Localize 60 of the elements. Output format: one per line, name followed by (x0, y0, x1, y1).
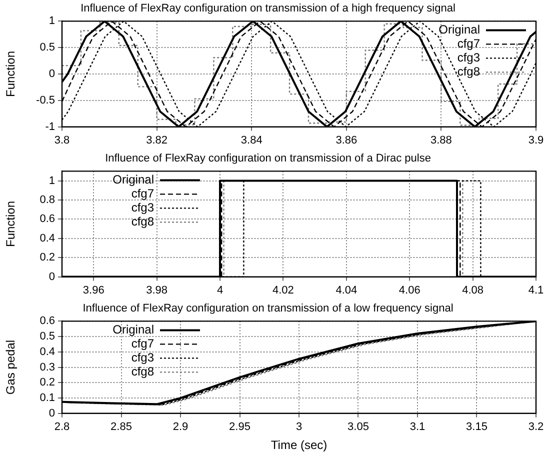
y-axis-title: Function (4, 200, 18, 248)
y-tick-label: 0.5 (40, 42, 55, 54)
x-tick-label: 3.82 (146, 134, 168, 146)
legend-label: cfg7 (131, 186, 154, 201)
legend-label: cfg3 (131, 200, 154, 215)
x-tick-label: 3.86 (336, 134, 358, 146)
y-tick-label: -0.5 (36, 94, 55, 106)
x-tick-label: 3.96 (82, 284, 104, 296)
x-tick-label: 2.85 (110, 421, 132, 434)
chart-title: Influence of FlexRay configuration on transmission of a Dirac pulse (105, 152, 431, 165)
legend-label: Original (112, 172, 154, 187)
x-tick-label: 3.1 (410, 421, 426, 434)
x-tick-label: 3.2 (528, 421, 544, 434)
x-tick-label: 4.06 (398, 284, 420, 296)
legend-label: cfg3 (457, 50, 480, 65)
y-tick-label: 0.6 (40, 315, 55, 328)
x-tick-label: 3.88 (430, 134, 452, 146)
x-tick-label: 4 (216, 284, 224, 296)
x-tick-label: 4.02 (272, 284, 294, 296)
y-tick-label: -1 (45, 120, 55, 133)
x-tick-label: 3.84 (240, 134, 262, 146)
y-tick-label: 0.8 (40, 194, 55, 206)
y-tick-label: 0.2 (40, 376, 55, 389)
y-tick-label: 0 (48, 68, 55, 80)
y-tick-label: 1 (48, 174, 55, 187)
x-tick-label: 3.15 (466, 421, 488, 434)
y-tick-label: 0.3 (40, 361, 55, 374)
x-tick-label: 4.04 (336, 284, 358, 296)
x-tick-label: 3.98 (146, 284, 168, 296)
y-tick-label: 0.4 (40, 232, 55, 244)
legend-label: cfg8 (457, 64, 480, 79)
legend-label: cfg8 (131, 364, 154, 379)
x-tick-label: 3 (296, 421, 302, 434)
legend-label: cfg8 (131, 214, 154, 229)
legend-label: cfg7 (457, 36, 480, 51)
y-axis-title: Function (4, 50, 18, 98)
legend-label: cfg3 (131, 350, 154, 365)
y-tick-label: 0 (48, 270, 55, 283)
x-tick-label: 3.9 (528, 134, 544, 146)
legend-label: Original (438, 22, 480, 37)
x-tick-label: 2.9 (172, 421, 188, 434)
x-tick-label: 2.8 (54, 421, 70, 434)
y-tick-label: 0.5 (40, 330, 55, 343)
legend-label: Original (112, 322, 154, 337)
y-tick-label: 0.2 (40, 252, 55, 264)
y-axis-title: Gas pedal (4, 340, 18, 395)
y-tick-label: 0.1 (40, 392, 55, 404)
chart-title: Influence of FlexRay configuration on transmission of a low frequency signal (82, 302, 454, 315)
chart-title: Influence of FlexRay configuration on transmission of a high frequency signal (80, 2, 456, 15)
x-axis-title: Time (sec) (270, 438, 328, 452)
x-tick-label: 2.95 (229, 421, 250, 434)
legend-label: cfg7 (131, 336, 154, 351)
y-tick-label: 1 (48, 15, 55, 28)
x-tick-label: 3.8 (54, 134, 70, 146)
y-tick-label: 0.6 (40, 213, 55, 226)
x-tick-label: 4.1 (528, 284, 544, 296)
y-tick-label: 0.4 (40, 346, 55, 358)
y-tick-label: 0 (48, 407, 55, 420)
x-tick-label: 3.05 (348, 421, 369, 434)
x-tick-label: 4.08 (462, 284, 484, 296)
